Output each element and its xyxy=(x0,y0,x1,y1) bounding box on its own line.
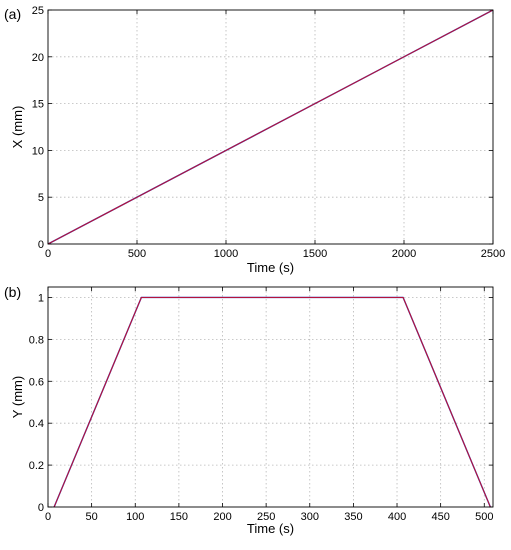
x-tick-label: 2000 xyxy=(392,248,416,260)
y-tick-label: 0.8 xyxy=(29,334,44,346)
y-tick-label: 25 xyxy=(32,5,44,17)
y-tick-label: 0.4 xyxy=(29,418,44,430)
y-axis-label: X (mm) xyxy=(10,106,25,149)
y-tick-label: 10 xyxy=(32,145,44,157)
x-tick-label: 150 xyxy=(170,511,188,523)
x-tick-label: 50 xyxy=(86,511,98,523)
x-tick-label: 350 xyxy=(344,511,362,523)
y-tick-label: 20 xyxy=(32,52,44,64)
panel-label: (a) xyxy=(4,6,21,22)
plot-frame xyxy=(47,286,494,508)
x-tick-label: 250 xyxy=(257,511,275,523)
x-tick-label: 300 xyxy=(301,511,319,523)
x-tick-label: 200 xyxy=(213,511,231,523)
x-tick-label: 500 xyxy=(475,511,493,523)
x-tick-label: 1000 xyxy=(214,248,238,260)
y-tick-label: 0 xyxy=(38,239,44,251)
x-tick-label: 400 xyxy=(388,511,406,523)
x-axis-label: Time (s) xyxy=(247,260,294,275)
x-tick-label: 2500 xyxy=(481,248,505,260)
x-tick-label: 0 xyxy=(45,511,51,523)
y-axis-label: Y (mm) xyxy=(10,376,25,418)
x-axis-label: Time (s) xyxy=(247,521,294,536)
y-tick-label: 15 xyxy=(32,99,44,111)
x-tick-label: 500 xyxy=(128,248,146,260)
x-tick-label: 100 xyxy=(126,511,144,523)
series-line-1 xyxy=(47,9,494,245)
y-tick-label: 0.2 xyxy=(29,460,44,472)
x-tick-label: 450 xyxy=(431,511,449,523)
chart-panel-1: 0 50 100 150 200 250 300 350 400 450 500 0 0.2 0.4 0.6… xyxy=(4,284,493,536)
y-tick-label: 0.6 xyxy=(29,376,44,388)
panel-label: (b) xyxy=(4,284,21,300)
y-tick-label: 0 xyxy=(38,502,44,514)
series-line-0 xyxy=(53,296,492,508)
x-tick-label: 0 xyxy=(45,248,51,260)
y-tick-label: 1 xyxy=(38,292,44,304)
chart-panel-0: 0 500 1000 1500 2000 2500 0 5 10 15 20 25 Time (s) X … xyxy=(4,5,505,275)
plot-frame xyxy=(47,9,494,245)
series-line-1 xyxy=(53,297,491,508)
y-tick-label: 5 xyxy=(38,192,44,204)
x-tick-label: 1500 xyxy=(303,248,327,260)
